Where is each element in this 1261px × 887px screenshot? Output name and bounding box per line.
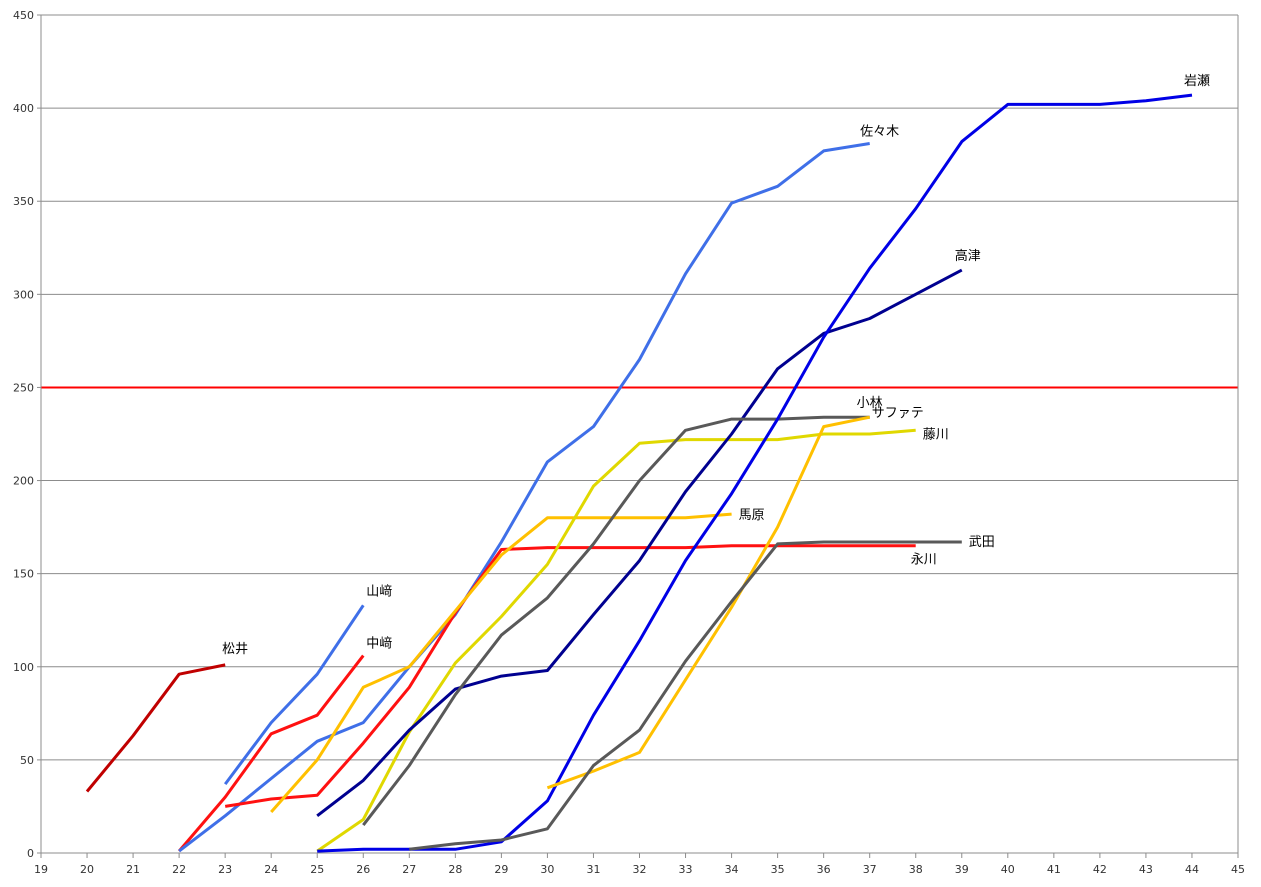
x-tick-label: 38 xyxy=(909,863,923,876)
x-tick-label: 31 xyxy=(586,863,600,876)
series-label: 永川 xyxy=(911,553,937,568)
series-line xyxy=(178,142,870,853)
x-tick-label: 22 xyxy=(172,863,186,876)
series-line xyxy=(85,663,226,793)
x-tick-label: 40 xyxy=(1001,863,1015,876)
x-tick-label: 37 xyxy=(863,863,877,876)
x-tick-label: 24 xyxy=(264,863,278,876)
plot-area xyxy=(41,15,1238,853)
x-tick-label: 34 xyxy=(725,863,739,876)
series-label: 松井 xyxy=(222,642,248,657)
x-tick-label: 41 xyxy=(1047,863,1061,876)
series-line xyxy=(223,604,365,785)
x-tick-label: 28 xyxy=(448,863,462,876)
series-label: 馬原 xyxy=(739,508,765,523)
y-tick-label: 150 xyxy=(13,568,34,581)
series-line xyxy=(317,93,1193,853)
series-label: サファテ xyxy=(872,406,924,421)
x-tick-label: 42 xyxy=(1093,863,1107,876)
x-tick-label: 23 xyxy=(218,863,232,876)
x-tick-label: 19 xyxy=(34,863,48,876)
x-tick-label: 32 xyxy=(633,863,647,876)
y-tick-label: 450 xyxy=(13,9,34,22)
x-tick-label: 25 xyxy=(310,863,324,876)
x-tick-label: 20 xyxy=(80,863,94,876)
series-line xyxy=(316,268,963,817)
series-label: 山﨑 xyxy=(366,583,392,599)
series-line xyxy=(270,512,732,813)
series-line xyxy=(316,428,916,853)
x-tick-label: 33 xyxy=(679,863,693,876)
x-tick-label: 26 xyxy=(356,863,370,876)
x-tick-label: 44 xyxy=(1185,863,1199,876)
x-tick-label: 27 xyxy=(402,863,416,876)
y-tick-label: 250 xyxy=(13,381,34,394)
y-tick-label: 100 xyxy=(13,661,34,674)
x-tick-label: 43 xyxy=(1139,863,1153,876)
x-tick-label: 21 xyxy=(126,863,140,876)
axes: 0 50 100 150 200 250 300 350 400 450 19 20 21 22 23 24 2… xyxy=(13,9,1245,876)
series-label: 高津 xyxy=(955,248,981,264)
series-line xyxy=(224,544,916,808)
y-tick-label: 0 xyxy=(27,847,34,860)
series-label: 藤川 xyxy=(923,427,949,442)
series-lines xyxy=(85,93,1193,853)
series-label: 武田 xyxy=(969,535,995,550)
series-line xyxy=(409,540,962,851)
series-label: 岩瀬 xyxy=(1184,74,1210,89)
x-tick-label: 45 xyxy=(1231,863,1245,876)
y-tick-label: 200 xyxy=(13,475,34,488)
series-label: 佐々木 xyxy=(860,124,899,139)
x-tick-label: 35 xyxy=(771,863,785,876)
y-tick-label: 300 xyxy=(13,288,34,301)
series-label: 小林 xyxy=(857,396,883,411)
series-line xyxy=(362,415,870,827)
x-tick-label: 36 xyxy=(817,863,831,876)
x-tick-label: 29 xyxy=(494,863,508,876)
x-tick-label: 30 xyxy=(540,863,554,876)
series-label: 中﨑 xyxy=(366,636,392,652)
y-tick-label: 50 xyxy=(20,754,34,767)
x-tick-label: 39 xyxy=(955,863,969,876)
y-tick-label: 350 xyxy=(13,195,34,208)
y-tick-label: 400 xyxy=(13,102,34,115)
series-line xyxy=(546,415,871,790)
series-line xyxy=(177,654,365,853)
